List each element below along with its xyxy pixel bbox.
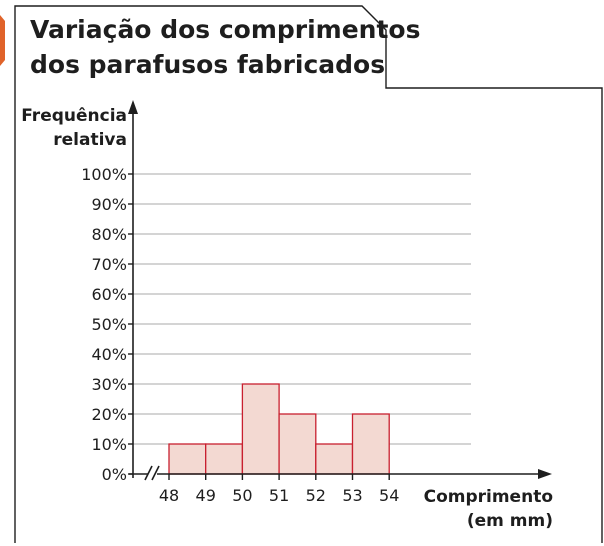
y-tick-label: 30% (91, 375, 127, 394)
chart-title-line-2: dos parafusos fabricados (30, 50, 385, 79)
y-tick-label: 20% (91, 405, 127, 424)
histogram-bar (205, 443, 244, 475)
y-tick-label: 0% (102, 465, 127, 484)
y-axis-arrow (128, 100, 138, 114)
y-tick-label: 40% (91, 345, 127, 364)
histogram-bar (168, 443, 207, 475)
x-tick-label: 48 (159, 486, 179, 505)
axis-break-gap (148, 465, 157, 482)
histogram-bar (315, 443, 354, 475)
tab-accent (0, 15, 5, 66)
x-axis-title-line-2: (em mm) (467, 511, 553, 531)
bars (168, 383, 390, 475)
x-tick-label: 52 (306, 486, 326, 505)
grid-lines (133, 173, 471, 445)
histogram-bar (241, 383, 280, 475)
x-axis-title-line-1: Comprimento (424, 487, 553, 507)
y-tick-label: 10% (91, 435, 127, 454)
x-tick-label: 53 (342, 486, 362, 505)
y-axis-title-line-1: Frequência (21, 106, 127, 126)
axis-break-mark (151, 465, 160, 481)
x-tick-label: 51 (269, 486, 289, 505)
y-tick-label: 60% (91, 285, 127, 304)
y-axis-title-line-2: relativa (53, 130, 127, 150)
histogram-bar (278, 413, 317, 475)
y-tick-labels: 0% 10% 20% 30% 40% 50% 60% 70% 80% 90% 100% (81, 165, 127, 484)
chart-title-line-1: Variação dos comprimentos (30, 15, 421, 44)
y-tick-label: 90% (91, 195, 127, 214)
y-tick-label: 100% (81, 165, 127, 184)
x-tick-label: 54 (379, 486, 399, 505)
x-tick-label: 50 (232, 486, 252, 505)
y-tick-label: 50% (91, 315, 127, 334)
y-tick-label: 80% (91, 225, 127, 244)
y-tick-label: 70% (91, 255, 127, 274)
chart-frame (14, 5, 603, 543)
histogram-bar (351, 413, 390, 475)
x-tick-label: 49 (196, 486, 216, 505)
x-axis-arrow (538, 469, 552, 479)
axis-break-mark (144, 465, 153, 481)
axes (128, 100, 552, 482)
x-tick-labels: 48 49 50 51 52 53 54 (159, 486, 400, 505)
